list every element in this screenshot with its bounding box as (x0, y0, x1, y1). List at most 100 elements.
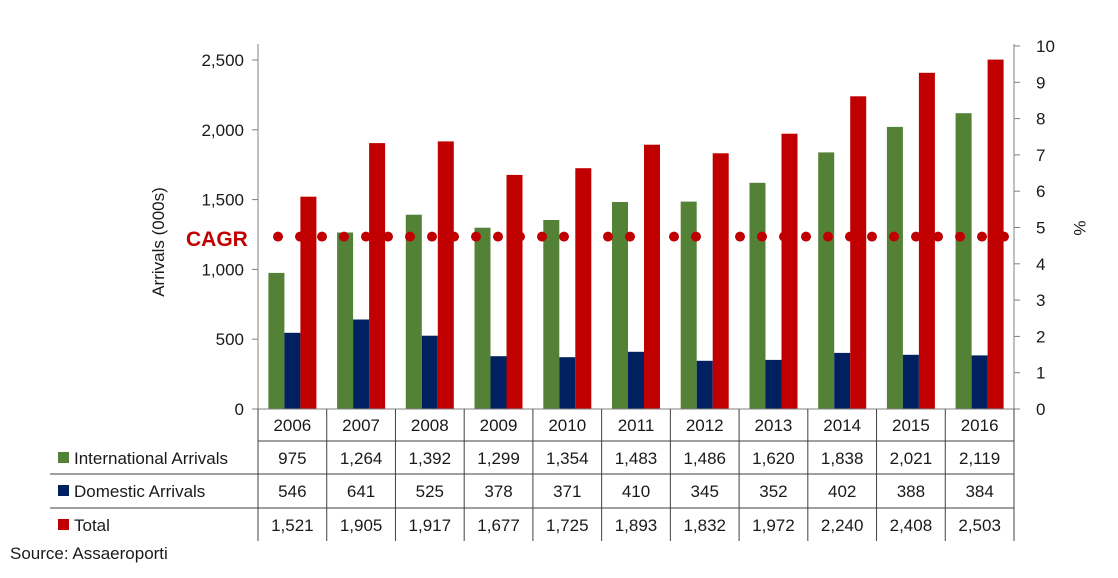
table-cell: 2,240 (821, 516, 864, 535)
x-tick-label-2006: 2006 (273, 416, 311, 435)
cagr-dot (603, 231, 613, 242)
cagr-dot (537, 231, 547, 242)
y-tick-label: 1,000 (201, 260, 244, 279)
bar-total-2014 (850, 96, 867, 410)
table-cell: 371 (553, 482, 581, 501)
bar-domestic-arrivals-2016 (971, 355, 988, 409)
cagr-label: CAGR (186, 228, 248, 251)
y-tick-label: 2,500 (201, 51, 244, 70)
bar-international-arrivals-2012 (680, 201, 697, 409)
cagr-dot (471, 231, 481, 242)
bar-international-arrivals-2009 (474, 227, 491, 409)
bar-domestic-arrivals-2006 (284, 332, 301, 409)
cagr-dot (449, 231, 459, 242)
table-cell: 388 (897, 482, 925, 501)
table-cell: 546 (278, 482, 306, 501)
cagr-dot (273, 231, 283, 242)
table-cell: 641 (347, 482, 375, 501)
data-table: 2006 2007 2008 2009 2010 2011 2012 2013 2014 2015… (50, 409, 1015, 541)
table-cell: 410 (622, 482, 650, 501)
cagr-dot (933, 231, 943, 242)
cagr-dot (625, 231, 635, 242)
cagr-dot (889, 231, 899, 242)
bar-international-arrivals-2006 (268, 272, 285, 409)
y2-tick-label: 1 (1036, 364, 1045, 383)
table-cell: 2,408 (890, 516, 933, 535)
cagr-dot (823, 231, 833, 242)
legend-swatch-international-arrivals (58, 452, 69, 463)
cagr-dot (559, 231, 569, 242)
x-tick-label-2008: 2008 (411, 416, 449, 435)
x-tick-label-2010: 2010 (548, 416, 586, 435)
bar-international-arrivals-2014 (818, 152, 835, 409)
cagr-dot (999, 231, 1009, 242)
bar-international-arrivals-2016 (955, 113, 972, 409)
x-tick-label-2007: 2007 (342, 416, 380, 435)
y2-tick-label: 0 (1036, 400, 1045, 419)
x-tick-label-2011: 2011 (618, 416, 655, 435)
bar-international-arrivals-2011 (612, 202, 628, 409)
y2-tick-label: 10 (1036, 37, 1055, 56)
axes: 0 500 1,000 1,500 2,000 2,500 0 1 2 3 4 5 6 7 8 9 10 (201, 37, 1054, 419)
table-cell: 1,299 (477, 449, 520, 468)
y2-tick-label: 2 (1036, 327, 1045, 346)
bar-total-2010 (575, 168, 592, 409)
y2-tick-label: 6 (1036, 182, 1045, 201)
cagr-dot (845, 231, 855, 242)
bar-international-arrivals-2008 (405, 214, 422, 409)
y-tick-label: 2,000 (201, 121, 244, 140)
cagr-dot (757, 231, 767, 242)
cagr-dot (955, 231, 965, 242)
cagr-dot (405, 231, 415, 242)
bar-international-arrivals-2013 (749, 182, 766, 409)
bar-domestic-arrivals-2009 (490, 356, 507, 409)
bar-total-2016 (987, 59, 1004, 409)
cagr-dot (515, 231, 525, 242)
bar-international-arrivals-2015 (886, 126, 903, 410)
bar-total-2015 (918, 72, 935, 410)
legend-label-total: Total (74, 516, 110, 535)
y2-tick-label: 3 (1036, 291, 1045, 310)
bar-total-2006 (300, 196, 317, 409)
table-cell: 1,620 (752, 449, 795, 468)
table-cell: 975 (278, 449, 306, 468)
bar-total-2012 (712, 153, 729, 409)
table-cell: 2,503 (958, 516, 1001, 535)
cagr-dot (581, 231, 591, 242)
table-cell: 345 (691, 482, 719, 501)
table-cell: 1,521 (271, 516, 314, 535)
table-cell: 378 (484, 482, 512, 501)
cagr-dot (911, 231, 921, 242)
cagr-dot (339, 231, 349, 242)
y-axis-label: Arrivals (000s) (149, 187, 168, 297)
table-cell: 352 (759, 482, 787, 501)
x-tick-label-2009: 2009 (480, 416, 518, 435)
bar-domestic-arrivals-2010 (559, 357, 576, 409)
y-tick-label: 1,500 (201, 191, 244, 210)
table-cell: 1,832 (683, 516, 726, 535)
cagr-dot (713, 231, 723, 242)
legend-swatch-total (58, 519, 69, 530)
y2-tick-label: 7 (1036, 146, 1045, 165)
bar-domestic-arrivals-2012 (696, 360, 713, 409)
cagr-dot (779, 231, 789, 242)
cagr-dot (691, 231, 701, 242)
source-note: Source: Assaeroporti (10, 544, 168, 563)
cagr-dot (647, 231, 657, 242)
bar-domestic-arrivals-2015 (902, 354, 919, 409)
legend-label-domestic-arrivals: Domestic Arrivals (74, 482, 205, 501)
bar-international-arrivals-2010 (543, 220, 560, 409)
bar-international-arrivals-2007 (337, 232, 354, 409)
bar-domestic-arrivals-2013 (765, 359, 782, 409)
x-tick-label-2013: 2013 (755, 416, 793, 435)
table-cell: 2,021 (890, 449, 933, 468)
cagr-dot (361, 231, 371, 242)
table-cell: 1,354 (546, 449, 589, 468)
table-cell: 1,392 (409, 449, 452, 468)
y2-axis-label: % (1070, 220, 1089, 235)
legend-label-international-arrivals: International Arrivals (74, 449, 228, 468)
bar-total-2007 (369, 143, 386, 409)
cagr-dot (427, 231, 437, 242)
y2-tick-label: 4 (1036, 255, 1045, 274)
